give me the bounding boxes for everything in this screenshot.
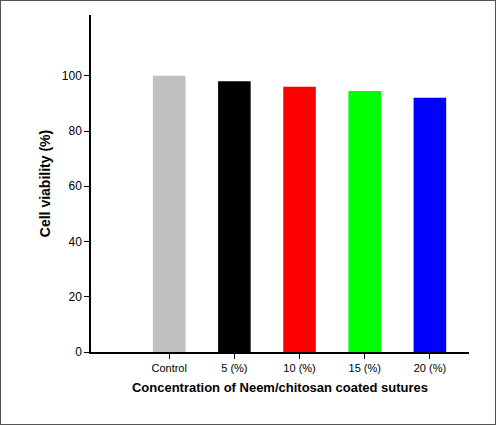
svg-text:100: 100 — [62, 69, 82, 83]
svg-text:Cell viability (%): Cell viability (%) — [37, 130, 53, 237]
svg-text:10 (%): 10 (%) — [283, 362, 315, 374]
svg-text:80: 80 — [68, 124, 82, 138]
svg-text:Concentration of Neem/chitosan: Concentration of Neem/chitosan coated su… — [132, 380, 428, 395]
svg-text:60: 60 — [68, 179, 82, 193]
svg-text:0: 0 — [75, 345, 82, 359]
svg-text:Control: Control — [151, 362, 186, 374]
svg-text:5 (%): 5 (%) — [221, 362, 247, 374]
svg-text:15 (%): 15 (%) — [349, 362, 381, 374]
svg-text:40: 40 — [68, 235, 82, 249]
svg-text:20: 20 — [68, 290, 82, 304]
svg-text:20 (%): 20 (%) — [414, 362, 446, 374]
